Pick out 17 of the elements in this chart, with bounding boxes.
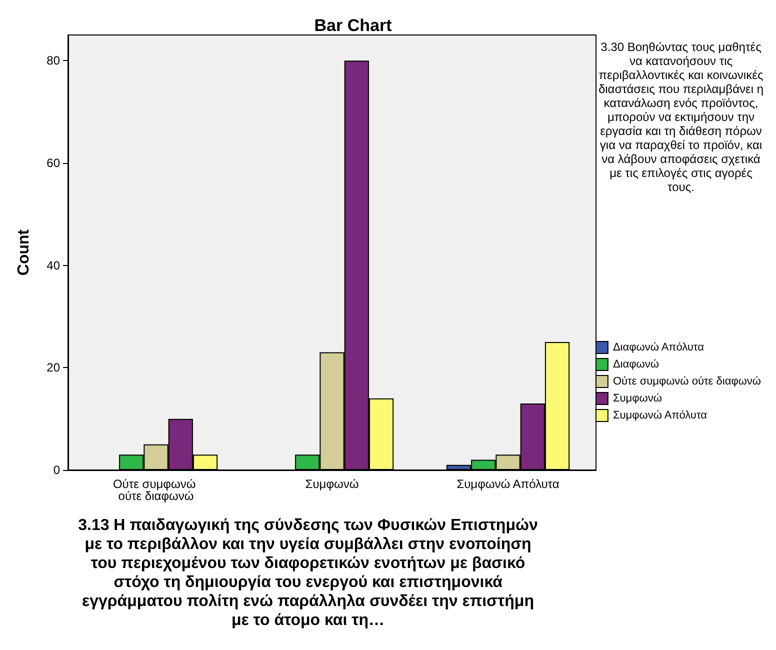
y-tick-label: 40 [46, 258, 60, 272]
x-tick-label: Συμφωνώ [305, 477, 359, 491]
legend-label: Διαφωνώ [612, 358, 660, 370]
legend-label: Ούτε συμφωνώ ούτε διαφωνώ [612, 376, 762, 388]
chart-title: Bar Chart [314, 16, 392, 35]
x-tick-label: Συμφωνώ Απόλυτα [456, 477, 560, 491]
x-axis-title: 3.13 Η παιδαγωγική της σύνδεσης των Φυσικών Επιστημών με το περιβάλλον και την υγεία συμβάλλει στην ενοποίηση του περιεχομένου των διαφορετικών ενοτήτων με βασικό στόχο τη δημιουργία του ενεργού και επιστημονικά εγγράμματου πολίτη ενώ παράλληλα συνδέει την επιστήμη με το άτομο και τη… [78, 516, 538, 630]
y-tick-label: 20 [46, 360, 60, 375]
legend-label: Διαφωνώ Απόλυτα [612, 342, 705, 354]
text: 3.30 Βοηθώντας τους μαθητές να κατανοήσουν τις περιβαλλοντικές και κοινωνικές διαστάσεις που περιλαμβάνει η κατανάλωση ενός προϊόντος, μπορούν να εκτιμήσουν την εργασία και τη διάθεση πόρων για να παραχθεί το προϊόν, και να λάβουν αποφάσεις σχετικά με τις επιλογές στις αγορές τους. [598, 40, 764, 194]
legend-label: Συμφωνώ Απόλυτα [612, 410, 708, 422]
x-tick-label: Ούτε συμφωνώ ούτε διαφωνώ [112, 477, 200, 503]
y-axis-title: Count [16, 228, 32, 276]
legend-label: Συμφωνώ [612, 392, 662, 404]
y-tick-label: 0 [53, 463, 60, 477]
y-tick-label: 60 [46, 156, 60, 170]
y-tick-label: 80 [46, 54, 60, 68]
